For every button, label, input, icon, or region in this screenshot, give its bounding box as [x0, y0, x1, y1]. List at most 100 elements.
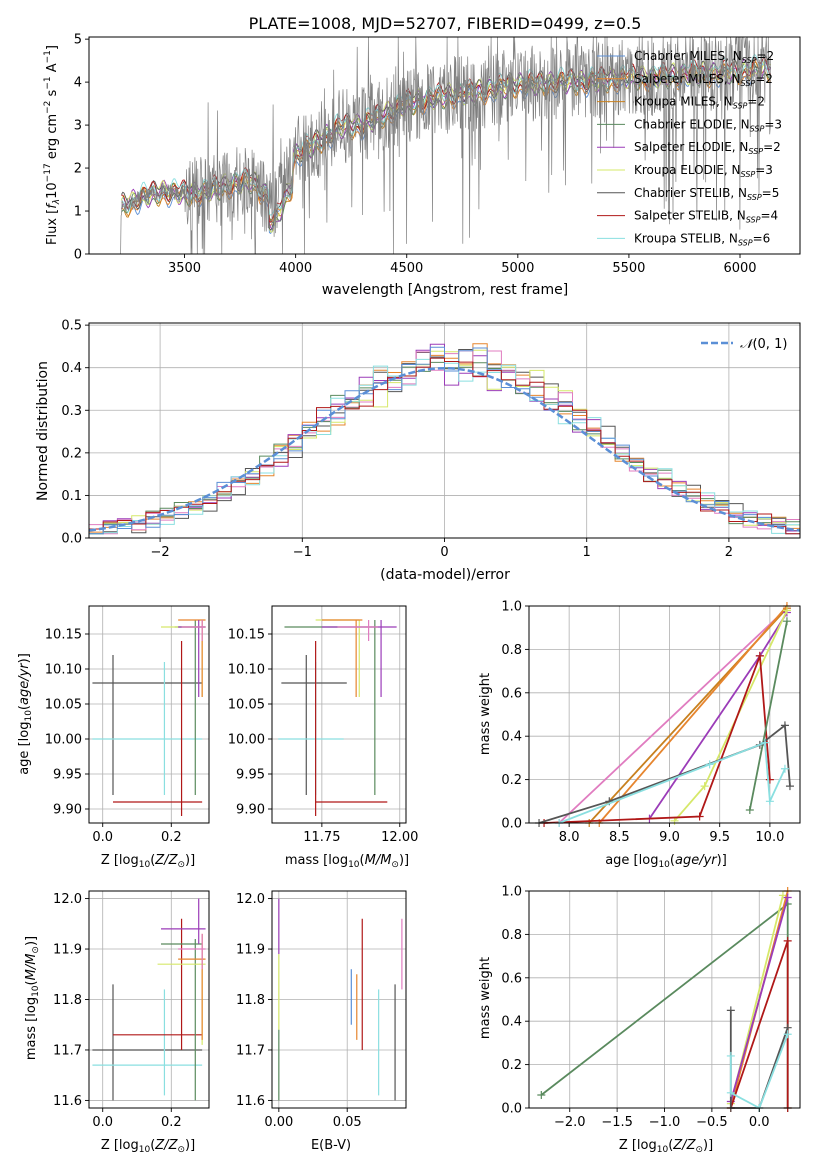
weight-vs-Z-xtick-label: −1.0 — [649, 1115, 681, 1130]
weight-vs-age-xtick-label: 8.0 — [559, 830, 580, 845]
agemass-xlabel: mass [log10(M/M⊙)] — [285, 853, 409, 870]
age-vs-mass-ytick-label: 9.95 — [236, 768, 265, 783]
weight-marker — [765, 797, 774, 806]
residual-ylabel: Normed distribution — [35, 361, 51, 501]
weight-vs-age-panel: 8.0 8.5 9.0 9.5 10.0 0.0 0.2 0.4 0.6 0.8 1.0 — [501, 600, 801, 845]
weight-vs-age-xtick-label: 9.5 — [709, 830, 730, 845]
weightZ-xlabel: Z [log10(Z/Z⊙)] — [619, 1138, 713, 1155]
residual-ytick-label: 0.0 — [61, 532, 82, 547]
legend-entry: Chabrier STELIB, NSSP=5 — [634, 186, 779, 202]
weight-vs-Z-ytick-label: 0.4 — [501, 1015, 522, 1030]
weight-vs-age-ytick-label: 0.0 — [501, 817, 522, 832]
weight-marker — [783, 1030, 792, 1039]
weight-vs-Z-ytick-label: 0.6 — [501, 971, 522, 986]
massZ-xlabel: Z [log10(Z/Z⊙)] — [101, 1138, 195, 1155]
weight-marker — [755, 651, 764, 660]
weight-vs-Z-ytick-label: 0.0 — [501, 1102, 522, 1117]
mass-vs-Z-ytick-label: 11.8 — [53, 993, 82, 1008]
weight-vs-age-ytick-label: 0.8 — [501, 643, 522, 658]
residual-ytick-label: 0.5 — [61, 319, 82, 334]
mass-vs-Z-ytick-label: 11.6 — [53, 1094, 82, 1109]
weight-marker — [705, 760, 714, 769]
age-vs-mass-panel: 11.75 12.00 9.90 9.95 10.00 10.05 10.10 10.15 — [228, 605, 418, 845]
ageZ-xlabel: Z [log10(Z/Z⊙)] — [101, 853, 195, 870]
weightZ-ylabel: mass weight — [478, 957, 493, 1039]
weight-vs-age-xtick-label: 8.5 — [609, 830, 630, 845]
legend-entry: Kroupa STELIB, NSSP=6 — [634, 231, 770, 247]
weight-vs-age-xtick-label: 9.0 — [659, 830, 680, 845]
age-vs-mass-ytick-label: 10.00 — [228, 733, 265, 748]
spectrum-title: PLATE=1008, MJD=52707, FIBERID=0499, z=0… — [249, 14, 642, 33]
observed-spectrum-line — [120, 36, 772, 255]
weightage-ylabel: mass weight — [478, 673, 493, 755]
mass-vs-ebv-ytick-label: 11.9 — [236, 943, 265, 958]
weight-line — [748, 621, 788, 811]
mass-vs-Z-ytick-label: 11.9 — [53, 943, 82, 958]
legend-entry: Kroupa MILES, NSSP=2 — [634, 95, 765, 111]
age-vs-Z-axes-frame — [88, 605, 210, 824]
weight-vs-Z-ytick-label: 0.8 — [501, 928, 522, 943]
weight-marker — [745, 805, 754, 814]
weight-line — [598, 605, 788, 824]
age-vs-mass-ytick-label: 10.15 — [228, 628, 265, 643]
residual-panel: −2 −1 0 1 2 0.0 0.1 0.2 0.3 0.4 0.5 (data-model)/e… — [35, 319, 801, 583]
weight-vs-age-xtick-label: 10.0 — [755, 830, 784, 845]
weight-vs-age-axes-frame — [528, 605, 801, 824]
residual-xtick-label: 2 — [725, 545, 733, 560]
residual-xtick-label: −2 — [151, 545, 170, 560]
mass-vs-Z-ytick-label: 12.0 — [53, 892, 82, 907]
spectrum-panel: PLATE=1008, MJD=52707, FIBERID=0499, z=0… — [43, 14, 801, 298]
weight-marker — [726, 1006, 735, 1015]
spectrum-xtick-label: 5500 — [612, 261, 645, 276]
age-vs-Z-panel: 0.0 0.2 9.90 9.95 10.00 10.05 10.10 10.15 — [45, 605, 210, 845]
residual-xtick-label: 1 — [583, 545, 591, 560]
legend-entry: Chabrier MILES, NSSP=2 — [634, 49, 774, 65]
spectrum-ytick-label: 2 — [74, 162, 82, 177]
residual-ytick-label: 0.4 — [61, 361, 82, 376]
massZ-ylabel: mass [log10(M/M⊙)] — [24, 936, 41, 1060]
weight-marker — [726, 1051, 735, 1060]
residual-xlabel: (data-model)/error — [380, 567, 510, 583]
legend-entry: Kroupa ELODIE, NSSP=3 — [634, 163, 773, 179]
weight-vs-Z-panel: −2.0 −1.5 −1.0 −0.5 0.0 0.0 0.2 0.4 0.6 0.8 1.0 — [501, 885, 801, 1130]
spectrum-legend: Chabrier MILES, NSSP=2 Salpeter MILES, NS… — [597, 49, 782, 247]
spectrum-ytick-label: 3 — [74, 119, 82, 134]
weight-marker — [782, 606, 791, 615]
weight-marker — [726, 1088, 735, 1097]
weight-vs-Z-xtick-label: −2.0 — [554, 1115, 586, 1130]
normal-legend-label: 𝒩(0, 1) — [740, 337, 787, 352]
spectrum-ytick-label: 0 — [74, 248, 82, 263]
residual-ytick-label: 0.1 — [61, 489, 82, 504]
weight-marker — [700, 782, 709, 791]
residual-ytick-label: 0.3 — [61, 404, 82, 419]
weight-vs-age-ytick-label: 1.0 — [501, 600, 522, 615]
spectrum-xtick-label: 4500 — [390, 261, 423, 276]
weight-vs-Z-xtick-label: −0.5 — [696, 1115, 728, 1130]
normal-curve — [88, 366, 801, 532]
small-panel-labels: Z [log10(Z/Z⊙)] age [log10(age/yr)] mass… — [17, 653, 727, 1155]
age-vs-mass-ytick-label: 9.90 — [236, 803, 265, 818]
massebv-xlabel: E(B-V) — [311, 1138, 351, 1153]
mass-vs-ebv-ytick-label: 11.6 — [236, 1094, 265, 1109]
weight-marker — [782, 617, 791, 626]
weight-marker — [760, 738, 769, 747]
age-vs-Z-xtick-label: 0.0 — [92, 830, 113, 845]
spectrum-xtick-label: 5000 — [501, 261, 534, 276]
weight-marker — [783, 893, 792, 902]
weight-line — [544, 655, 771, 824]
age-vs-mass-xtick-label: 12.00 — [381, 830, 418, 845]
mass-vs-ebv-panel: 0.00 0.05 11.6 11.7 11.8 11.9 12.0 — [236, 890, 407, 1130]
spectrum-ytick-label: 1 — [74, 205, 82, 220]
mass-vs-ebv-xtick-label: 0.00 — [264, 1115, 293, 1130]
age-vs-Z-ytick-label: 10.15 — [45, 628, 82, 643]
residual-legend: 𝒩(0, 1) — [701, 337, 787, 352]
weight-line — [558, 607, 788, 824]
mass-vs-Z-panel: 0.0 0.2 11.6 11.7 11.8 11.9 12.0 — [53, 890, 210, 1130]
weight-marker — [537, 1090, 546, 1099]
age-vs-Z-ytick-label: 10.05 — [45, 698, 82, 713]
residual-xtick-label: −1 — [293, 545, 312, 560]
weight-vs-age-ytick-label: 0.2 — [501, 773, 522, 788]
weight-marker — [695, 812, 704, 821]
weight-vs-age-ytick-label: 0.4 — [501, 730, 522, 745]
